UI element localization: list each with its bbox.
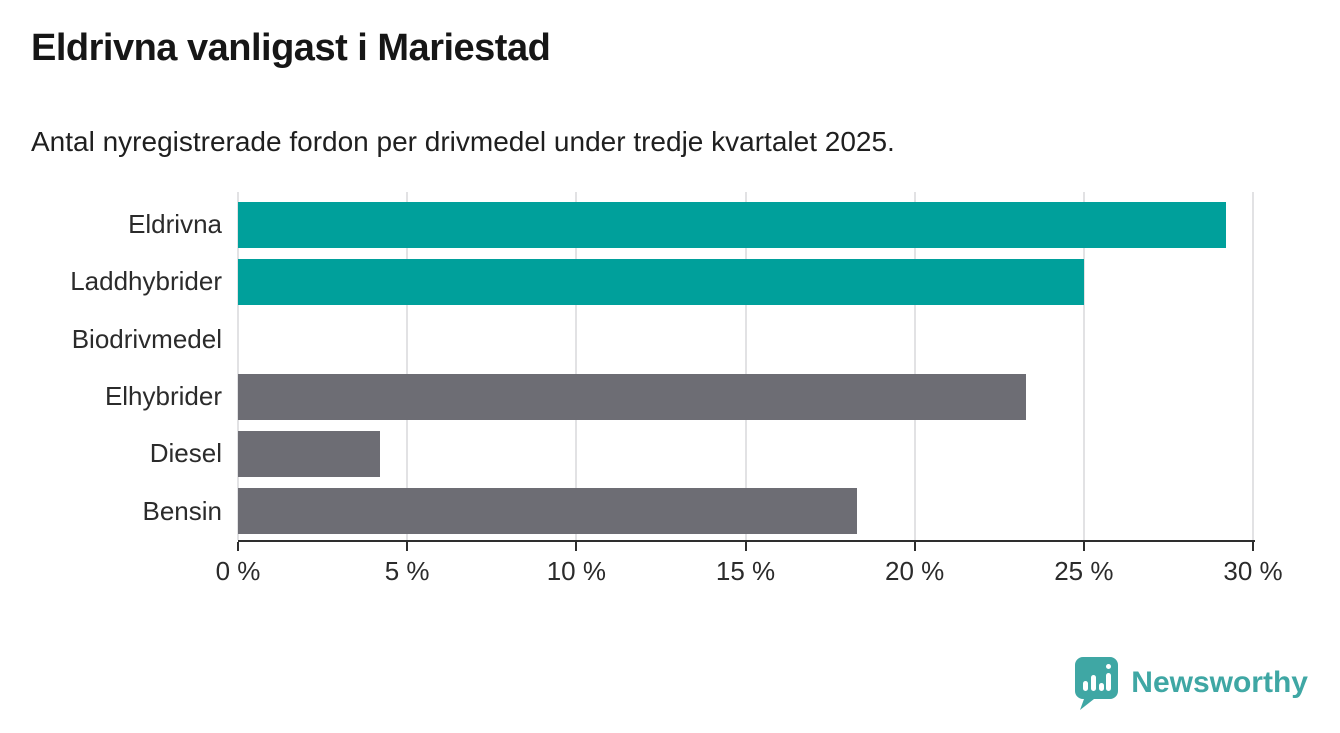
- x-tick: [1082, 542, 1085, 551]
- y-axis-labels: Eldrivna Laddhybrider Biodrivmedel Elhybrid…: [0, 196, 222, 540]
- x-tick: [406, 542, 409, 551]
- x-tick-label: 5 %: [384, 556, 430, 586]
- y-axis-label: Elhybrider: [104, 381, 222, 412]
- x-tick-label: 10 %: [546, 556, 606, 586]
- newsworthy-logo-icon: [1075, 657, 1119, 710]
- x-tick-label: 30 %: [1223, 556, 1283, 586]
- x-tick: [237, 542, 239, 551]
- brand-name: Newsworthy: [1131, 666, 1308, 699]
- x-axis-line: [238, 540, 1255, 542]
- x-tick-label: 20 %: [885, 556, 945, 586]
- y-axis-label: Biodrivmedel: [71, 323, 222, 354]
- x-tick: [913, 542, 916, 551]
- gridline: [237, 192, 239, 540]
- bar-diesel: [238, 431, 381, 477]
- gridline: [406, 192, 409, 540]
- x-tick: [744, 542, 747, 551]
- chart-title: Eldrivna vanligast i Mariestad: [31, 27, 551, 69]
- gridline: [1082, 192, 1085, 540]
- y-axis-label: Laddhybrider: [70, 266, 222, 297]
- y-axis-label: Bensin: [142, 495, 223, 526]
- y-axis-label: Eldrivna: [128, 209, 222, 240]
- bar-laddhybrider: [238, 259, 1084, 305]
- bar-bensin: [238, 488, 858, 535]
- chart-subtitle: Antal nyregistrerade fordon per drivmede…: [31, 126, 895, 157]
- brand-footer: Newsworthy: [1072, 655, 1308, 711]
- bar-eldrivna: [238, 201, 1226, 248]
- x-tick: [575, 542, 578, 551]
- gridline: [575, 192, 578, 540]
- x-tick: [1252, 542, 1254, 551]
- y-axis-label: Diesel: [149, 438, 222, 469]
- x-tick-label: 25 %: [1054, 556, 1114, 586]
- plot-area: [237, 192, 1258, 540]
- gridline: [1252, 192, 1254, 540]
- x-tick-label: 15 %: [715, 556, 776, 586]
- x-tick-label: 0 %: [215, 556, 261, 586]
- bar-elhybrider: [238, 373, 1027, 420]
- gridline: [744, 192, 747, 540]
- gridline: [913, 192, 916, 540]
